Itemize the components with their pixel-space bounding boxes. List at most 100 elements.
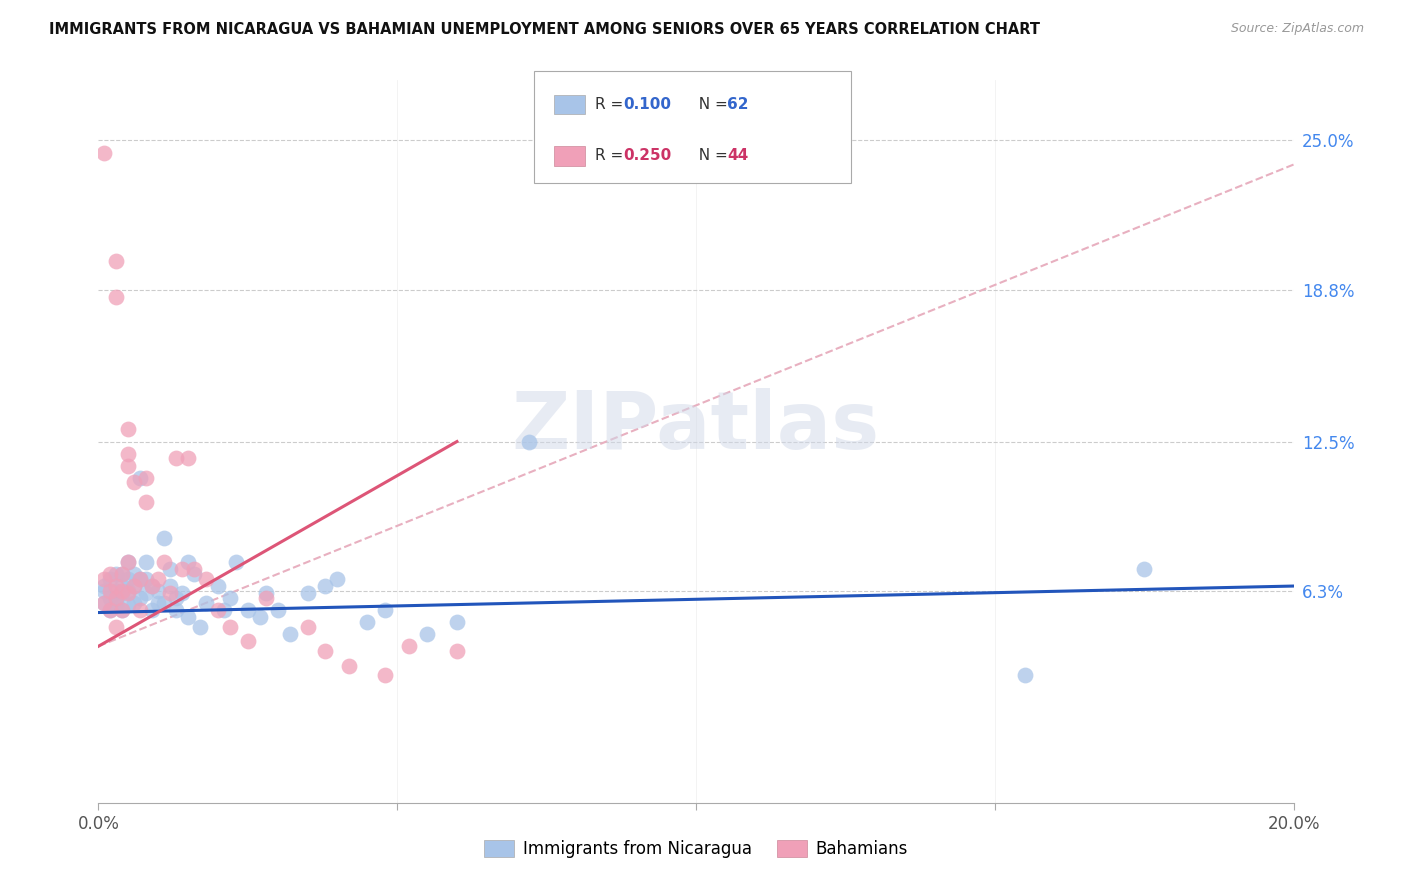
Point bbox=[124, 596, 146, 610]
Point bbox=[141, 603, 163, 617]
Text: 44: 44 bbox=[727, 148, 748, 163]
Point bbox=[416, 627, 439, 641]
Point bbox=[135, 572, 157, 586]
Point bbox=[339, 658, 361, 673]
Point bbox=[297, 586, 319, 600]
Point bbox=[159, 562, 181, 576]
Point bbox=[93, 579, 115, 593]
Point bbox=[105, 290, 128, 304]
Point bbox=[98, 583, 122, 598]
Point bbox=[267, 603, 290, 617]
Point bbox=[111, 603, 134, 617]
Point bbox=[135, 555, 157, 569]
Point bbox=[93, 583, 115, 598]
Point bbox=[135, 586, 157, 600]
Point bbox=[105, 253, 128, 268]
Legend: Immigrants from Nicaragua, Bahamians: Immigrants from Nicaragua, Bahamians bbox=[477, 832, 915, 867]
Point bbox=[225, 555, 247, 569]
Point bbox=[315, 579, 337, 593]
Point bbox=[177, 555, 200, 569]
Point bbox=[129, 591, 152, 606]
Text: 62: 62 bbox=[727, 97, 748, 112]
Point bbox=[165, 451, 187, 466]
Point bbox=[219, 620, 242, 634]
Point bbox=[153, 531, 176, 545]
Point bbox=[165, 603, 187, 617]
Point bbox=[129, 471, 152, 485]
Text: 0.100: 0.100 bbox=[623, 97, 671, 112]
Point bbox=[98, 591, 122, 606]
Point bbox=[129, 572, 152, 586]
Point bbox=[183, 562, 205, 576]
Point bbox=[254, 591, 277, 606]
Point bbox=[141, 579, 163, 593]
Point bbox=[117, 555, 139, 569]
Point bbox=[124, 579, 146, 593]
Point bbox=[105, 596, 128, 610]
Point bbox=[105, 579, 128, 593]
Point bbox=[153, 596, 176, 610]
Point bbox=[177, 451, 200, 466]
Point bbox=[517, 434, 540, 449]
Point bbox=[93, 145, 115, 160]
Point bbox=[219, 591, 242, 606]
Point bbox=[212, 603, 235, 617]
Point bbox=[446, 615, 468, 630]
Point bbox=[1014, 668, 1036, 682]
Point bbox=[98, 603, 122, 617]
Point bbox=[148, 596, 170, 610]
Point bbox=[172, 562, 194, 576]
Point bbox=[326, 572, 349, 586]
Point bbox=[177, 610, 200, 624]
Point bbox=[278, 627, 301, 641]
Point bbox=[148, 583, 170, 598]
Point bbox=[111, 603, 134, 617]
Point bbox=[195, 596, 218, 610]
Point bbox=[124, 579, 146, 593]
Point bbox=[398, 639, 420, 653]
Point bbox=[117, 586, 139, 600]
Point bbox=[135, 494, 157, 508]
Point bbox=[93, 596, 115, 610]
Point bbox=[446, 644, 468, 658]
Point bbox=[374, 603, 396, 617]
Point bbox=[111, 579, 134, 593]
Text: N =: N = bbox=[689, 97, 733, 112]
Point bbox=[135, 471, 157, 485]
Point bbox=[117, 572, 139, 586]
Point bbox=[117, 599, 139, 613]
Point bbox=[117, 583, 139, 598]
Point bbox=[254, 586, 277, 600]
Point bbox=[124, 567, 146, 582]
Point bbox=[98, 572, 122, 586]
Point bbox=[105, 620, 128, 634]
Point bbox=[315, 644, 337, 658]
Point bbox=[117, 423, 139, 437]
Text: 0.250: 0.250 bbox=[623, 148, 671, 163]
Point bbox=[153, 555, 176, 569]
Point bbox=[356, 615, 378, 630]
Point bbox=[93, 596, 115, 610]
Point bbox=[117, 458, 139, 473]
Point bbox=[111, 567, 134, 582]
Point bbox=[148, 572, 170, 586]
Text: Source: ZipAtlas.com: Source: ZipAtlas.com bbox=[1230, 22, 1364, 36]
Point bbox=[98, 603, 122, 617]
Point bbox=[1133, 562, 1156, 576]
Text: IMMIGRANTS FROM NICARAGUA VS BAHAMIAN UNEMPLOYMENT AMONG SENIORS OVER 65 YEARS C: IMMIGRANTS FROM NICARAGUA VS BAHAMIAN UN… bbox=[49, 22, 1040, 37]
Point bbox=[117, 555, 139, 569]
Point bbox=[249, 610, 271, 624]
Point bbox=[105, 599, 128, 613]
Point bbox=[124, 475, 146, 490]
Point bbox=[183, 567, 205, 582]
Point bbox=[188, 620, 211, 634]
Point bbox=[236, 603, 259, 617]
Point bbox=[111, 586, 134, 600]
Point bbox=[236, 634, 259, 648]
Point bbox=[93, 572, 115, 586]
Point bbox=[141, 579, 163, 593]
Point bbox=[129, 603, 152, 617]
Point bbox=[195, 572, 218, 586]
Point bbox=[159, 579, 181, 593]
Point bbox=[111, 567, 134, 582]
